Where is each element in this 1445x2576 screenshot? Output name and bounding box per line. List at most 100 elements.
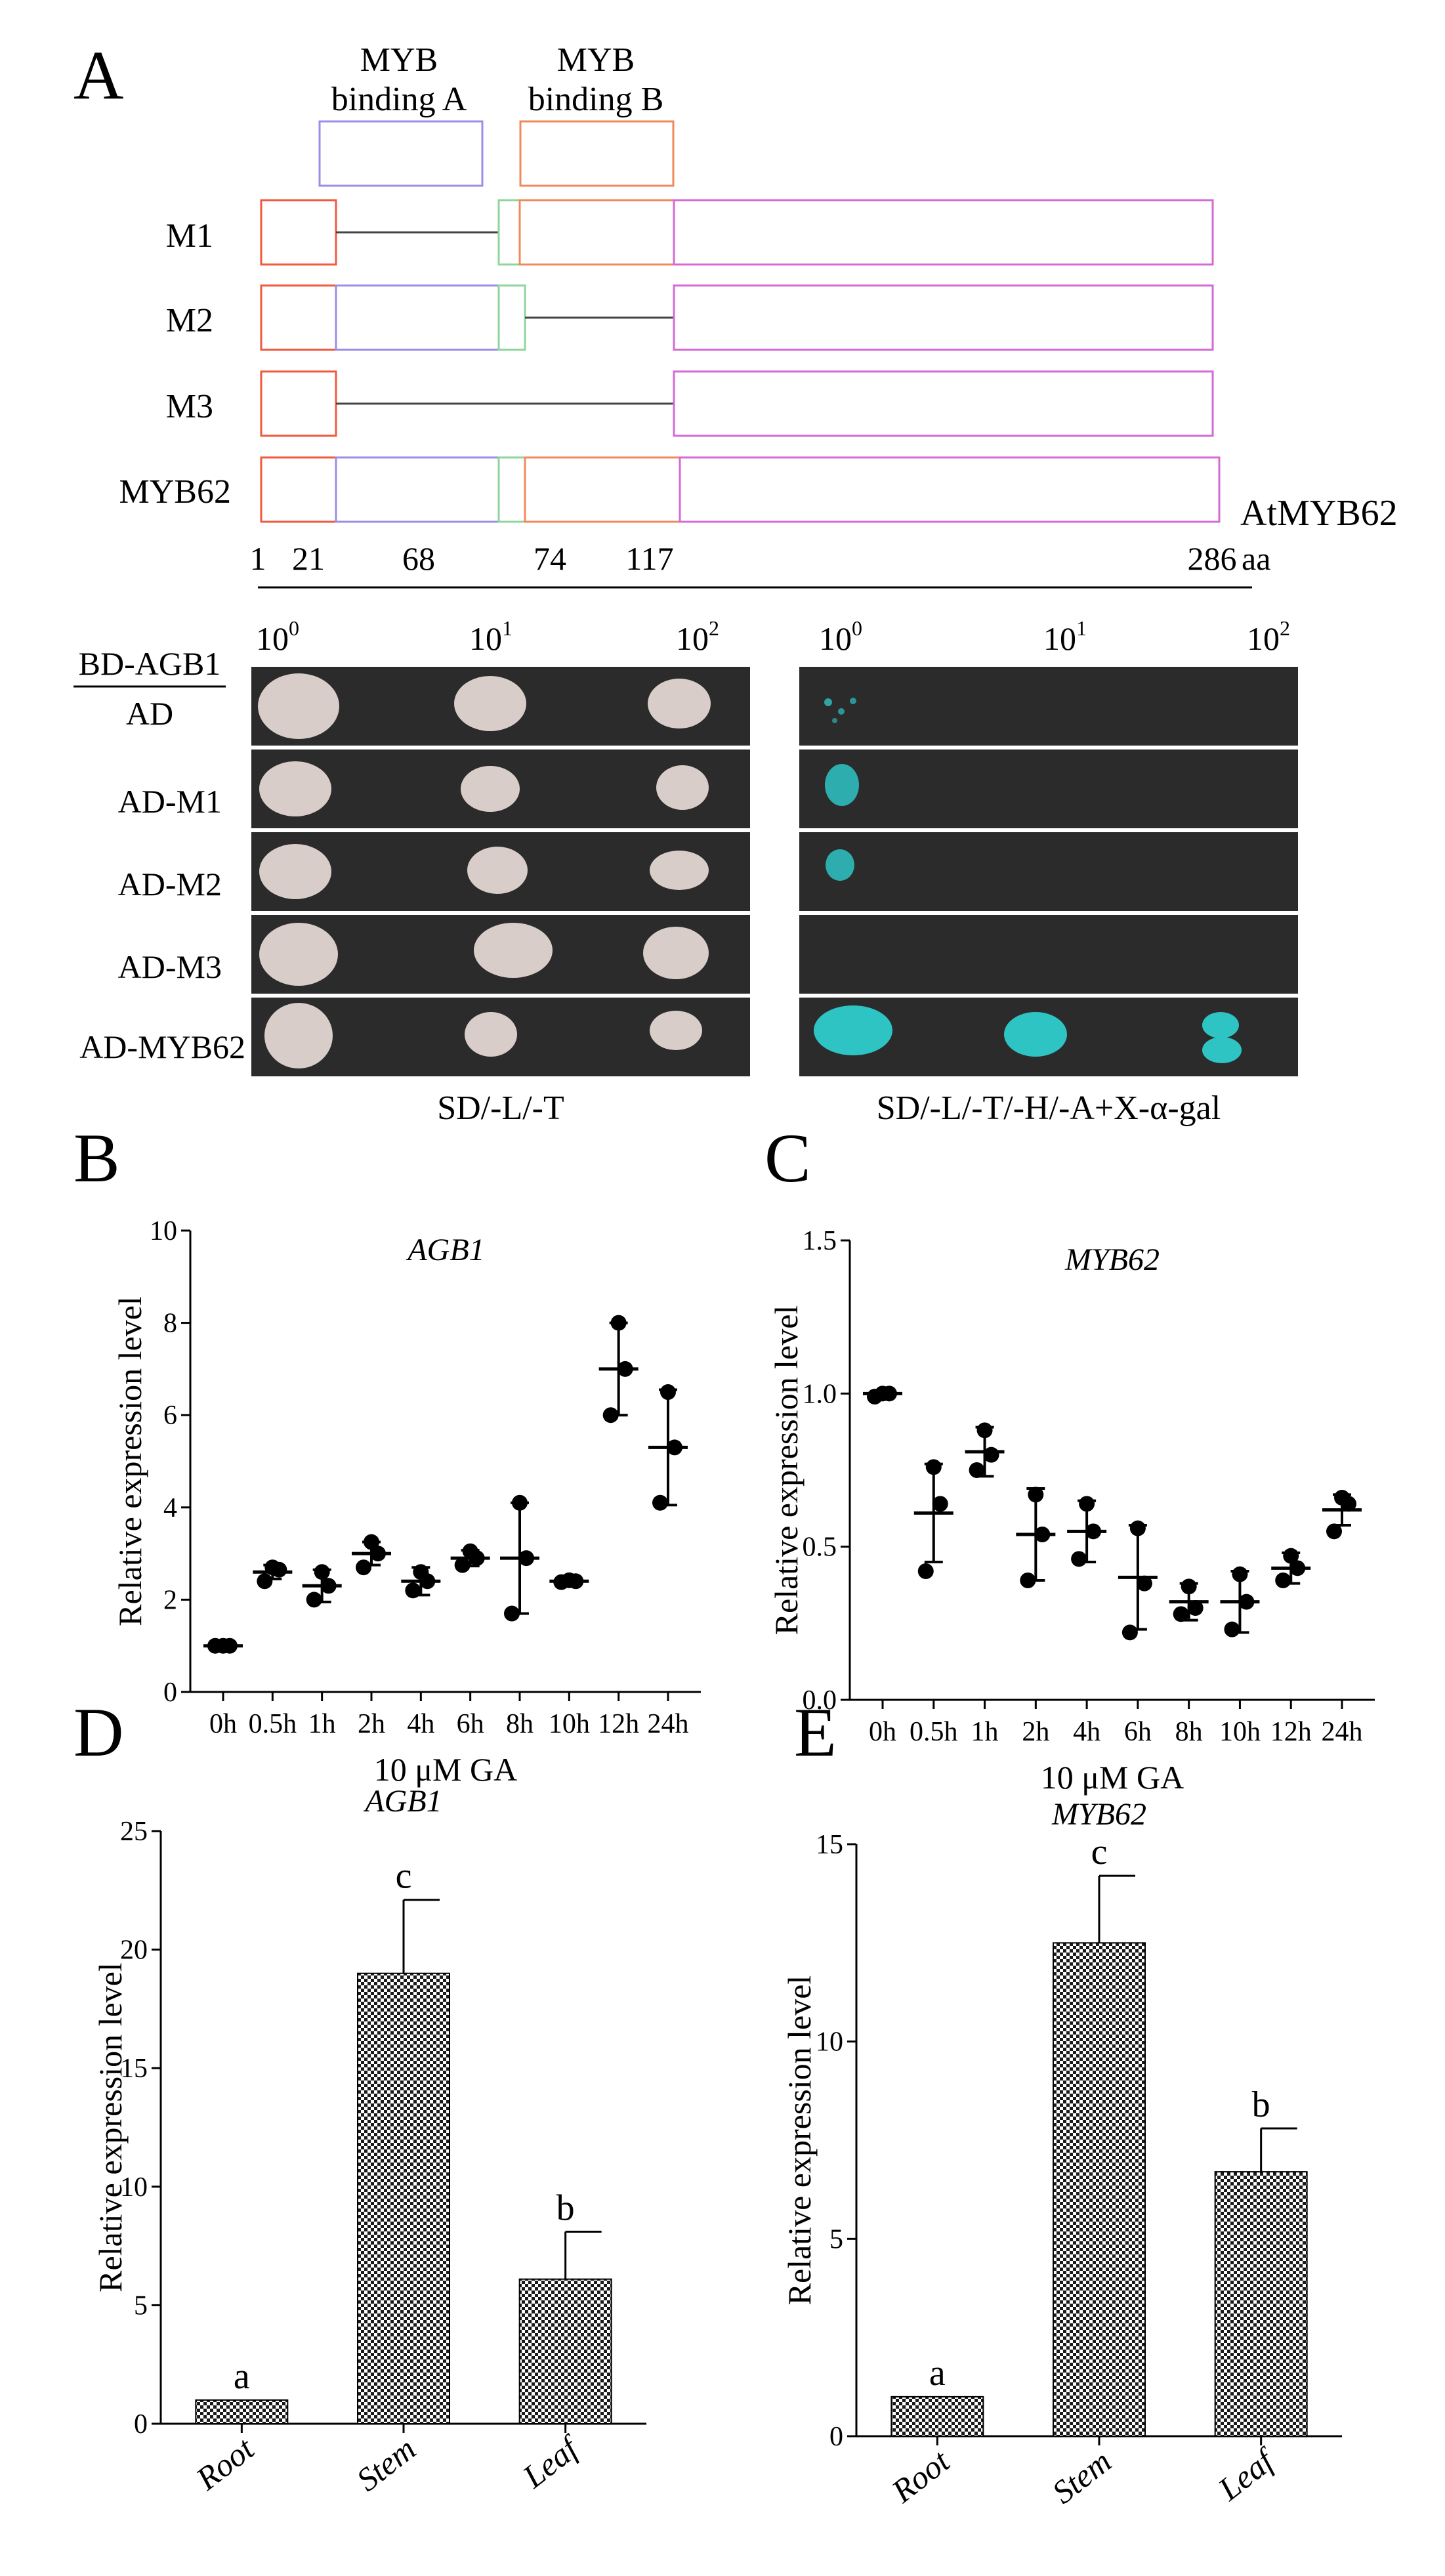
- bar: [890, 2396, 984, 2438]
- x-tick-label: 24h: [648, 1709, 689, 1739]
- position-286: 286: [1188, 540, 1237, 577]
- significance-letter: b: [556, 2187, 575, 2228]
- panel-letter-e: E: [794, 1694, 837, 1771]
- data-point: [1173, 1606, 1189, 1622]
- prey-label-ad-m3: AD-M3: [118, 948, 222, 985]
- y-tick-label: 2: [163, 1585, 177, 1615]
- prey-label-ad-m1: AD-M1: [118, 783, 222, 820]
- x-tick-label: 1h: [971, 1717, 999, 1747]
- x-tick-label: Root: [884, 2442, 957, 2510]
- medium-label-sd-lt: SD/-L/-T: [437, 1089, 564, 1127]
- chart-title: AGB1: [363, 1784, 442, 1819]
- data-point: [364, 1534, 379, 1550]
- svg-text:102: 102: [1247, 616, 1290, 657]
- panel-letter-a: A: [73, 37, 124, 114]
- construct-label-m1: M1: [166, 217, 213, 255]
- construct-myb62: [260, 456, 1221, 523]
- x-tick-label: 8h: [1175, 1717, 1203, 1747]
- x-tick-label: 6h: [1124, 1717, 1152, 1747]
- dilution-header-right: 100 101 102: [819, 616, 1290, 657]
- data-point: [617, 1361, 633, 1377]
- bait-label: BD-AGB1: [79, 645, 221, 682]
- data-point: [1283, 1548, 1299, 1564]
- data-point: [264, 1559, 281, 1576]
- bar: [1053, 1942, 1146, 2437]
- y-tick-label: 1.5: [803, 1226, 837, 1256]
- data-point: [1136, 1575, 1152, 1592]
- dilution-header-left: 100 101 102: [256, 616, 719, 657]
- x-tick-label: Leaf: [515, 2428, 587, 2495]
- x-tick-label: 0h: [209, 1709, 237, 1739]
- plate-sd-lt: [251, 667, 750, 1076]
- bar: [518, 2278, 612, 2424]
- construct-label-myb62: MYB62: [119, 473, 231, 511]
- position-117: 117: [625, 540, 673, 577]
- y-tick-label: 0: [134, 2409, 148, 2439]
- y-tick-label: 25: [120, 1817, 148, 1847]
- data-point: [1020, 1573, 1036, 1588]
- data-point: [405, 1582, 421, 1599]
- data-point: [462, 1543, 478, 1559]
- domain-a-label-line1: MYB: [360, 41, 438, 79]
- x-tick-label: Leaf: [1211, 2440, 1283, 2508]
- data-point: [257, 1573, 273, 1590]
- data-point: [1289, 1560, 1306, 1576]
- panel-d: D 0 5 10 15 20 25 a Root c Stem b Leaf AGB1 Relative …: [73, 1694, 646, 2499]
- y-tick-label: 0.5: [803, 1532, 837, 1563]
- domain-a-label-line2: binding A: [331, 81, 467, 118]
- data-point: [512, 1494, 528, 1511]
- panel-a: A MYB binding A MYB binding B M1 M2 M3 M…: [73, 37, 1398, 1127]
- y-tick-label: 5: [134, 2291, 148, 2321]
- x-tick-label: Stem: [350, 2430, 423, 2499]
- protein-label: AtMYB62: [1240, 493, 1398, 534]
- data-point: [413, 1564, 429, 1580]
- data-point: [1129, 1520, 1146, 1536]
- data-point: [370, 1546, 386, 1562]
- y-tick-label: 0: [163, 1678, 177, 1708]
- position-1: 1: [250, 540, 266, 577]
- colonies-left: [258, 673, 711, 1068]
- y-tick-label: 15: [816, 1830, 843, 1860]
- data-point: [652, 1494, 668, 1511]
- data-point: [1334, 1490, 1350, 1506]
- prey-label-ad: AD: [126, 695, 173, 732]
- y-tick-label: 0: [829, 2422, 843, 2452]
- y-tick-label: 15: [120, 2054, 148, 2084]
- x-tick-label: 2h: [1022, 1717, 1049, 1747]
- y-axis-label: Relative expression level: [92, 1962, 129, 2292]
- x-tick-label: 0h: [869, 1717, 896, 1747]
- data-point: [1187, 1600, 1204, 1616]
- chart-title: AGB1: [406, 1233, 484, 1267]
- y-tick-label: 0.0: [803, 1685, 837, 1716]
- domain-b-label-line1: MYB: [557, 41, 635, 79]
- data-point: [1326, 1523, 1342, 1540]
- data-point: [932, 1496, 948, 1512]
- data-point: [976, 1422, 993, 1439]
- y-tick-label: 10: [150, 1216, 177, 1246]
- data-point: [610, 1315, 627, 1331]
- data-point: [917, 1563, 934, 1579]
- data-point: [1224, 1621, 1240, 1637]
- svg-text:101: 101: [469, 616, 513, 657]
- data-point: [1238, 1594, 1255, 1610]
- svg-text:102: 102: [676, 616, 719, 657]
- x-tick-label: 4h: [407, 1709, 434, 1739]
- x-tick-label: 4h: [1073, 1717, 1100, 1747]
- data-point: [969, 1462, 985, 1478]
- data-point: [667, 1439, 682, 1456]
- data-point: [504, 1605, 520, 1622]
- x-tick-label: Root: [188, 2430, 261, 2498]
- plate-sd-ltha: [799, 667, 1298, 1076]
- y-tick-label: 4: [163, 1493, 177, 1523]
- data-point: [454, 1557, 471, 1573]
- domain-b-label-line2: binding B: [528, 81, 664, 118]
- x-axis-label: 10 μM GA: [374, 1751, 517, 1788]
- x-tick-label: 8h: [506, 1709, 534, 1739]
- bar: [195, 2399, 289, 2424]
- position-unit: aa: [1242, 540, 1270, 577]
- chart-title: MYB62: [1064, 1242, 1160, 1277]
- y-tick-label: 10: [816, 2027, 843, 2058]
- panel-letter-d: D: [73, 1694, 124, 1771]
- position-74: 74: [534, 540, 566, 577]
- construct-m1: [260, 199, 1214, 266]
